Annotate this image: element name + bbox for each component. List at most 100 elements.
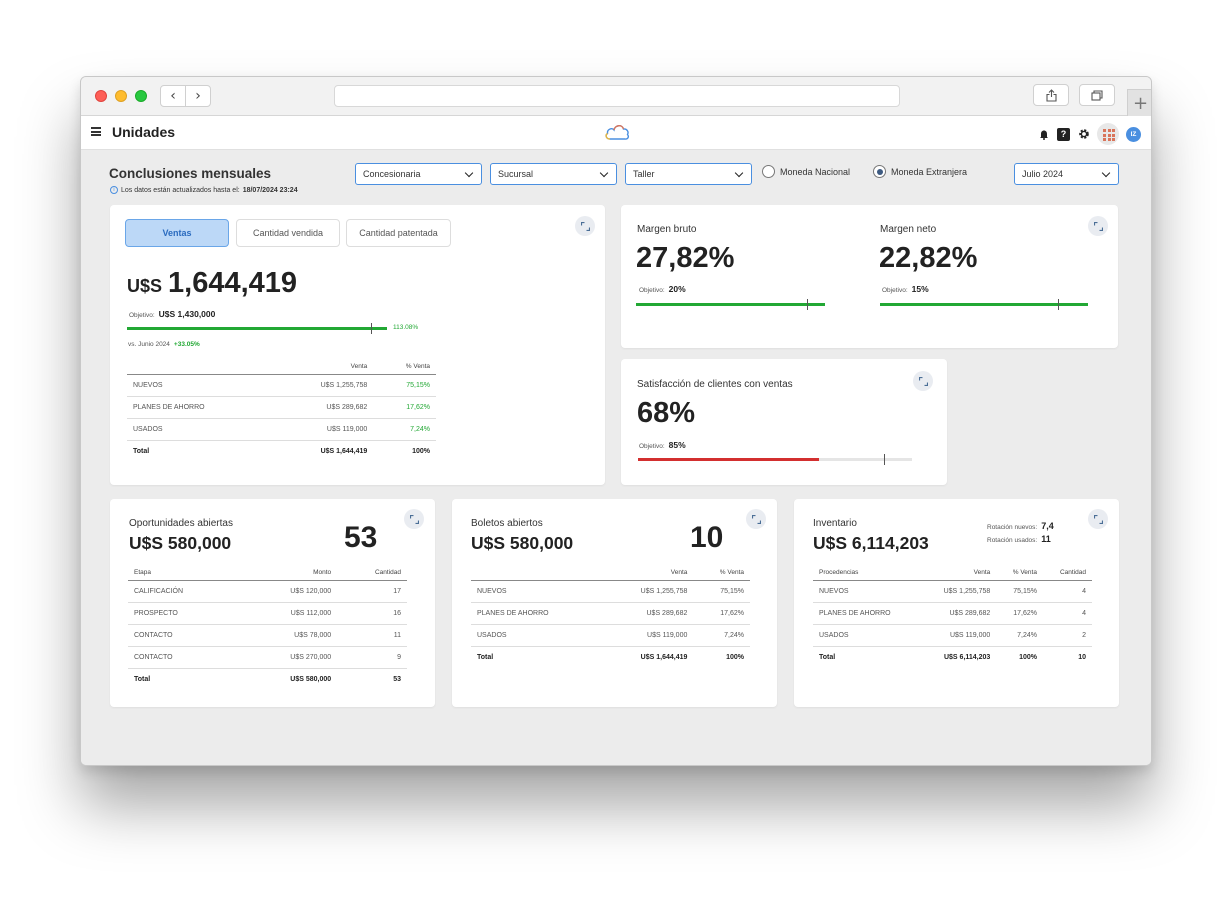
minimize-window-button[interactable] [115, 90, 127, 102]
objective-value: U$S 1,430,000 [158, 309, 216, 319]
forward-button[interactable]: › [185, 85, 211, 107]
table-cell: 100% [1019, 654, 1037, 661]
table-cell: USADOS [127, 418, 272, 441]
updated-prefix: Los datos están actualizados hasta el: [121, 186, 240, 194]
tab-cantidad-patentada[interactable]: Cantidad patentada [346, 219, 451, 247]
objective-marker [884, 454, 885, 465]
table-cell: U$S 270,000 [240, 646, 338, 669]
back-button[interactable]: ‹ [160, 85, 186, 107]
margen-bruto-value: 27,82% [636, 242, 735, 274]
table-cell: U$S 119,000 [271, 418, 374, 441]
table-cell: 17,62% [693, 602, 750, 625]
table-cell: 17 [337, 580, 407, 603]
help-icon[interactable]: ? [1057, 127, 1070, 141]
margen-neto-value: 22,82% [879, 242, 978, 274]
progress-fill [127, 327, 387, 330]
boletos-count: 10 [690, 521, 724, 554]
close-window-button[interactable] [95, 90, 107, 102]
bell-icon[interactable] [1037, 128, 1050, 141]
radio-label: Moneda Extranjera [891, 166, 968, 177]
radio-label: Moneda Nacional [780, 166, 851, 177]
table-row: USADOS U$S 119,000 7,24% [127, 418, 436, 441]
objective-label: Objetivo: [882, 287, 908, 294]
share-button[interactable] [1033, 84, 1069, 106]
period-select[interactable]: Julio 2024 [1014, 163, 1119, 185]
chevron-down-icon [1101, 168, 1111, 178]
radio-circle-checked[interactable] [873, 165, 886, 178]
table-cell: 9 [337, 646, 407, 669]
table-total-row: Total U$S 1,644,419 100% [471, 647, 750, 669]
radio-moneda-extranjera[interactable]: Moneda Extranjera [873, 165, 967, 178]
table-header: Cantidad [337, 565, 407, 581]
objective-marker [371, 323, 372, 334]
expand-button[interactable] [575, 216, 595, 236]
address-bar[interactable] [334, 85, 900, 107]
satisfaccion-label: Satisfacción de clientes con ventas [637, 379, 793, 390]
expand-icon [751, 514, 761, 524]
ventas-table: Venta % Venta NUEVOS U$S 1,255,758 75,15… [127, 359, 436, 462]
table-cell: CALIFICACIÓN [128, 580, 241, 603]
table-cell: U$S 1,255,758 [920, 580, 997, 603]
plus-icon: + [1132, 92, 1149, 114]
concesionaria-select[interactable]: Concesionaria [355, 163, 482, 185]
table-header: Cantidad [1042, 565, 1092, 581]
table-cell: USADOS [471, 624, 602, 647]
taller-select-value: Taller [633, 169, 655, 179]
expand-button[interactable] [1088, 509, 1108, 529]
hamburger-menu-icon[interactable] [91, 127, 101, 136]
app-title: Unidades [112, 124, 176, 140]
boletos-amount: U$S 580,000 [471, 533, 574, 553]
new-tab-button[interactable]: + [1127, 89, 1151, 116]
table-cell: NUEVOS [813, 580, 921, 603]
objective-marker [807, 299, 808, 310]
tab-ventas[interactable]: Ventas [125, 219, 229, 247]
maximize-window-button[interactable] [135, 90, 147, 102]
objective-marker [1058, 299, 1059, 310]
ventas-objective: Objetivo: U$S 1,430,000 [129, 309, 215, 319]
gear-icon[interactable] [1077, 128, 1090, 141]
sucursal-select[interactable]: Sucursal [490, 163, 617, 185]
rotacion-usados-value: 11 [1041, 534, 1051, 544]
satisfaccion-objective: Objetivo: 85% [639, 440, 686, 450]
expand-button[interactable] [913, 371, 933, 391]
table-cell: U$S 289,682 [601, 602, 694, 625]
table-header-row: Procedencias Venta % Venta Cantidad [813, 565, 1092, 581]
main-content: Conclusiones mensuales i Los datos están… [81, 151, 1151, 765]
expand-button[interactable] [404, 509, 424, 529]
vs-label: vs. Junio 2024 [128, 341, 170, 348]
rotacion-nuevos-value: 7,4 [1041, 521, 1054, 531]
margen-bruto-label: Margen bruto [637, 224, 697, 235]
updated-date: 18/07/2024 23:24 [242, 186, 298, 194]
inventario-table: Procedencias Venta % Venta Cantidad NUEV… [813, 565, 1092, 668]
table-header [471, 565, 602, 581]
table-header [127, 359, 272, 375]
objective-label: Objetivo: [639, 287, 665, 294]
table-cell: 53 [393, 676, 401, 683]
tabs-icon [1091, 89, 1103, 101]
boletos-card: Boletos abiertos U$S 580,000 10 Venta % … [452, 499, 777, 707]
inventario-label: Inventario [813, 518, 857, 529]
oportunidades-table: Etapa Monto Cantidad CALIFICACIÓN U$S 12… [128, 565, 407, 690]
radio-circle[interactable] [762, 165, 775, 178]
table-cell: 100% [412, 448, 430, 455]
table-cell: 100% [726, 654, 744, 661]
avatar[interactable]: IZ [1126, 126, 1141, 142]
table-header-row: Venta % Venta [471, 565, 750, 581]
table-cell: U$S 112,000 [240, 602, 338, 625]
table-total-row: Total U$S 1,644,419 100% [127, 441, 436, 463]
table-row: PROSPECTO U$S 112,000 16 [128, 602, 407, 625]
taller-select[interactable]: Taller [625, 163, 752, 185]
table-cell: U$S 289,682 [271, 396, 374, 419]
data-updated-note: i Los datos están actualizados hasta el:… [110, 186, 298, 194]
table-cell: 11 [337, 624, 407, 647]
table-cell: U$S 6,114,203 [943, 654, 991, 661]
table-cell: Total [133, 448, 150, 455]
tab-cantidad-vendida[interactable]: Cantidad vendida [236, 219, 340, 247]
tabs-overview-button[interactable] [1079, 84, 1115, 106]
apps-grid-icon[interactable] [1097, 123, 1119, 145]
expand-button[interactable] [1088, 216, 1108, 236]
expand-button[interactable] [746, 509, 766, 529]
radio-moneda-nacional[interactable]: Moneda Nacional [762, 165, 850, 178]
table-cell: NUEVOS [471, 580, 602, 603]
info-icon: i [110, 186, 118, 194]
